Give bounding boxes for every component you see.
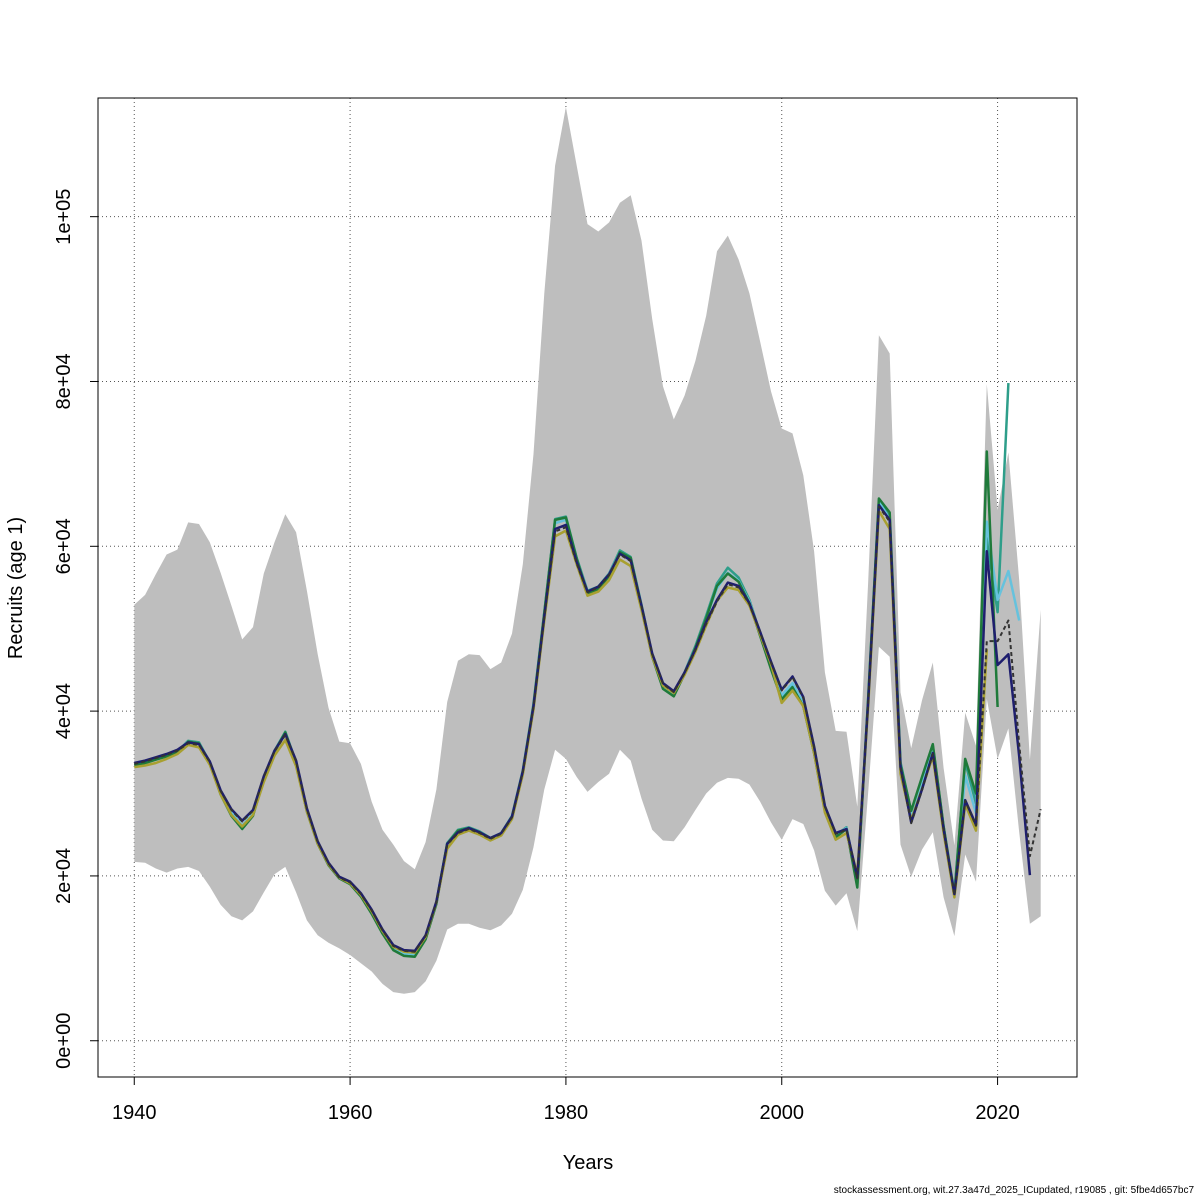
y-tick-label: 8e+04: [53, 353, 75, 409]
x-tick-label: 1980: [544, 1102, 589, 1124]
x-tick-label: 2000: [759, 1102, 804, 1124]
y-tick-label: 0e+00: [53, 1013, 75, 1069]
footer-credit: stockassessment.org, wit.27.3a47d_2025_I…: [833, 1185, 1194, 1196]
series-line-6: [134, 509, 989, 954]
x-tick-label: 1940: [112, 1102, 157, 1124]
y-tick-label: 1e+05: [53, 189, 75, 245]
y-tick-label: 6e+04: [53, 518, 75, 574]
x-tick-label: 2020: [975, 1102, 1020, 1124]
y-tick-label: 2e+04: [53, 848, 75, 904]
confidence-band-area: [134, 107, 1041, 994]
y-axis-label: Recruits (age 1): [5, 517, 27, 659]
y-tick-label: 4e+04: [53, 683, 75, 739]
axes: 1940 1960 1980 2000 2020 0e+00 2e+04 4e+04 6e+04…: [53, 189, 1020, 1124]
confidence-band: [134, 107, 1041, 994]
x-axis-label: Years: [563, 1152, 613, 1174]
series-line-2: [134, 505, 1042, 953]
x-tick-label: 1960: [328, 1102, 373, 1124]
series-lines: [134, 383, 1042, 958]
